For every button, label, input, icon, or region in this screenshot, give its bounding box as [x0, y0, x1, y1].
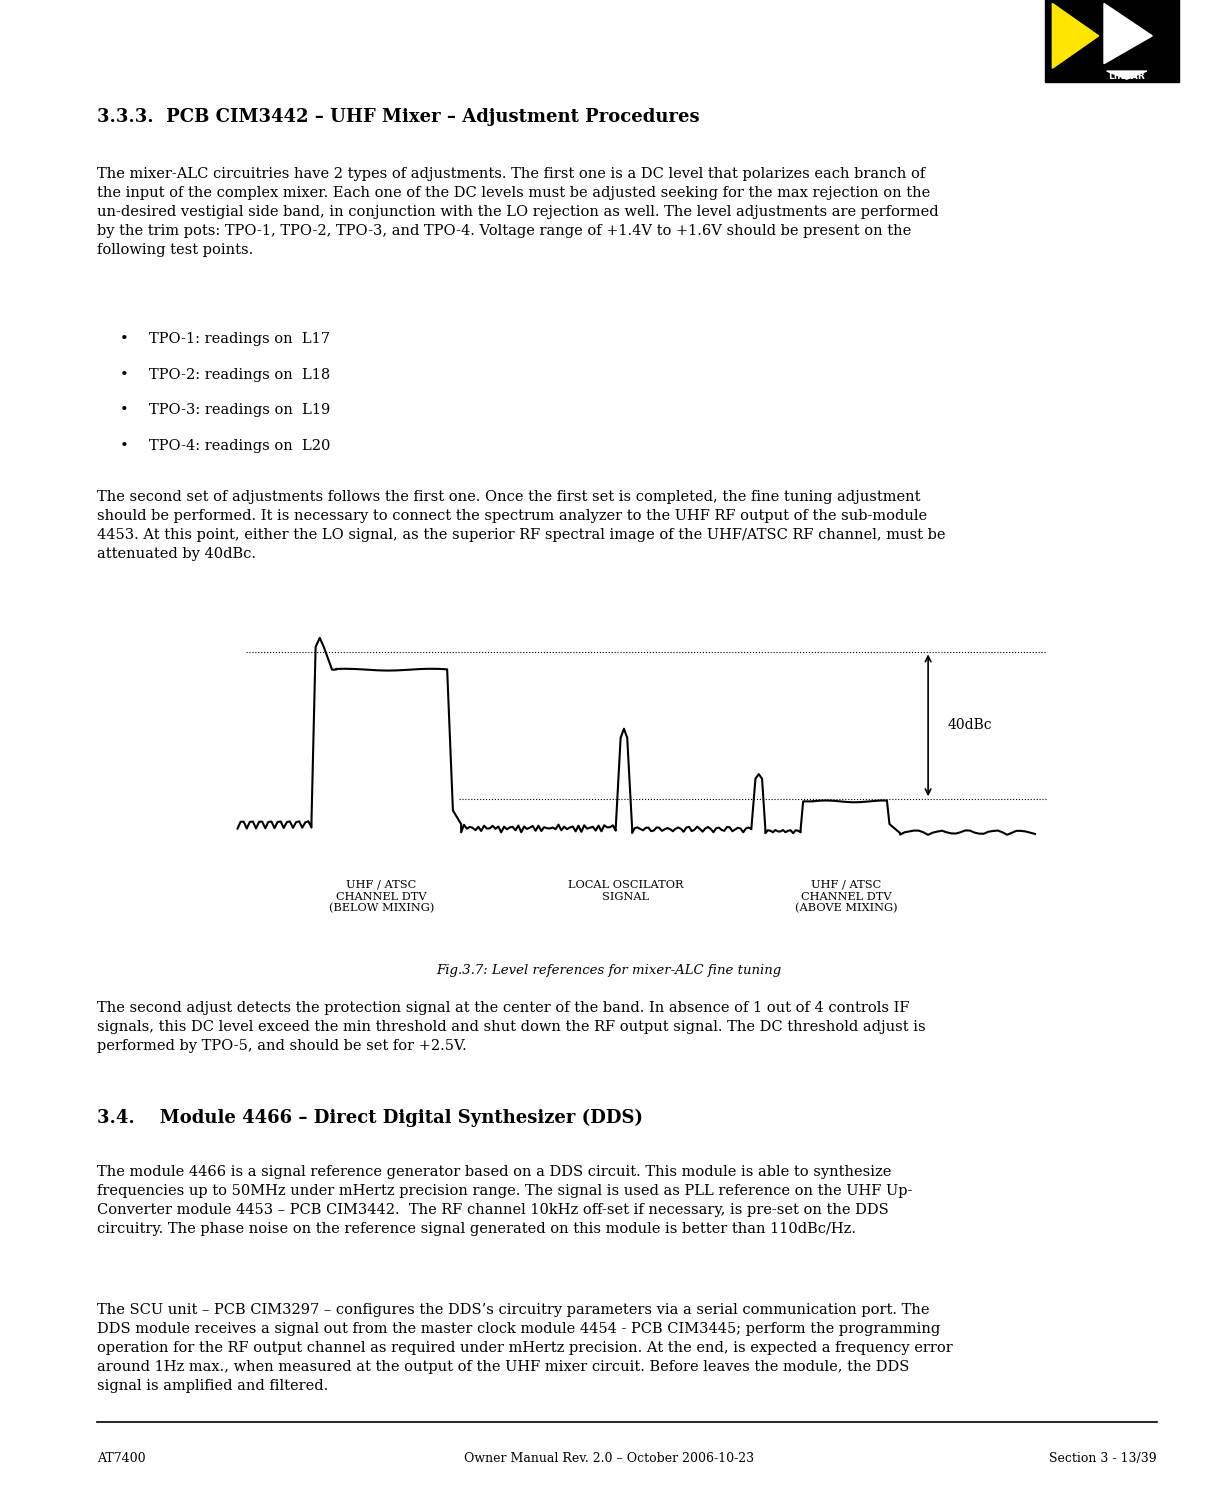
Text: TPO-3: readings on  L19: TPO-3: readings on L19 — [149, 403, 330, 417]
Text: •: • — [119, 439, 128, 453]
Text: The second adjust detects the protection signal at the center of the band. In ab: The second adjust detects the protection… — [97, 1001, 926, 1053]
Polygon shape — [1052, 3, 1099, 69]
Text: AT7400: AT7400 — [97, 1452, 146, 1466]
Text: UHF / ATSC
CHANNEL DTV
(ABOVE MIXING): UHF / ATSC CHANNEL DTV (ABOVE MIXING) — [794, 880, 898, 913]
Text: 40dBc: 40dBc — [948, 719, 993, 732]
Text: Section 3 - 13/39: Section 3 - 13/39 — [1050, 1452, 1157, 1466]
Polygon shape — [1104, 3, 1152, 64]
Text: The module 4466 is a signal reference generator based on a DDS circuit. This mod: The module 4466 is a signal reference ge… — [97, 1165, 912, 1236]
Text: 3.4.    Module 4466 – Direct Digital Synthesizer (DDS): 3.4. Module 4466 – Direct Digital Synthe… — [97, 1109, 643, 1126]
Polygon shape — [1107, 72, 1147, 79]
Text: TPO-4: readings on  L20: TPO-4: readings on L20 — [149, 439, 330, 453]
Text: The mixer-ALC circuitries have 2 types of adjustments. The first one is a DC lev: The mixer-ALC circuitries have 2 types o… — [97, 167, 939, 257]
Bar — [1045, 0, 1179, 82]
Text: •: • — [119, 332, 128, 345]
Text: The second set of adjustments follows the first one. Once the first set is compl: The second set of adjustments follows th… — [97, 490, 946, 560]
Text: TPO-2: readings on  L18: TPO-2: readings on L18 — [149, 368, 330, 381]
Text: LOCAL OSCILATOR
SIGNAL: LOCAL OSCILATOR SIGNAL — [568, 880, 683, 901]
Text: UHF / ATSC
CHANNEL DTV
(BELOW MIXING): UHF / ATSC CHANNEL DTV (BELOW MIXING) — [329, 880, 434, 913]
Text: •: • — [119, 403, 128, 417]
Text: Owner Manual Rev. 2.0 – October 2006-10-23: Owner Manual Rev. 2.0 – October 2006-10-… — [464, 1452, 754, 1466]
Text: TPO-1: readings on  L17: TPO-1: readings on L17 — [149, 332, 330, 345]
Text: The SCU unit – PCB CIM3297 – configures the DDS’s circuitry parameters via a ser: The SCU unit – PCB CIM3297 – configures … — [97, 1303, 954, 1392]
Text: Fig.3.7: Level references for mixer-ALC fine tuning: Fig.3.7: Level references for mixer-ALC … — [436, 964, 782, 977]
Text: •: • — [119, 368, 128, 381]
Text: LINEAR: LINEAR — [1108, 72, 1145, 81]
Text: 3.3.3.  PCB CIM3442 – UHF Mixer – Adjustment Procedures: 3.3.3. PCB CIM3442 – UHF Mixer – Adjustm… — [97, 108, 700, 125]
